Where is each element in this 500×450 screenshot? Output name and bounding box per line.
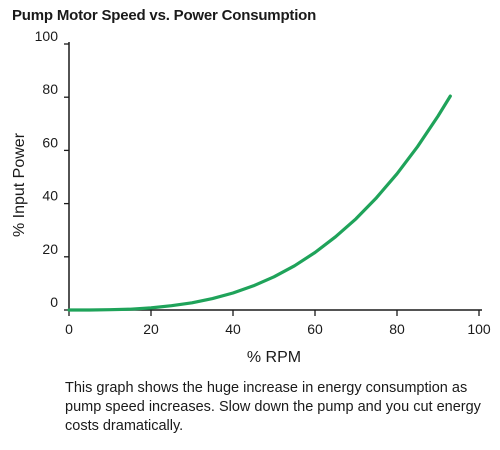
x-tick-label: 0 (65, 321, 73, 337)
x-ticks: 0 20 40 60 80 100 (65, 310, 491, 337)
x-tick-label: 40 (225, 321, 241, 337)
chart-title: Pump Motor Speed vs. Power Consumption (12, 7, 317, 24)
y-tick-label: 80 (42, 81, 58, 97)
y-tick-label: 40 (42, 188, 58, 204)
axes (68, 42, 482, 311)
x-tick-label: 60 (307, 321, 323, 337)
x-axis-title: % RPM (247, 349, 301, 366)
series (67, 94, 452, 312)
x-tick-label: 20 (143, 321, 159, 337)
x-tick-label: 100 (467, 321, 491, 337)
caption: This graph shows the huge increase in en… (65, 380, 481, 434)
y-axis-title: % Input Power (11, 132, 28, 237)
x-tick-label: 80 (389, 321, 405, 337)
series-line-0 (67, 94, 452, 312)
chart-svg: 0 20 40 60 80 100 0 20 40 60 80 100 % RPM % Input … (11, 28, 491, 366)
y-tick-label: 20 (42, 241, 58, 257)
y-tick-label: 60 (42, 134, 58, 150)
y-ticks: 0 20 40 60 80 100 (35, 28, 69, 311)
y-tick-label: 100 (35, 28, 59, 44)
y-tick-label: 0 (50, 294, 58, 310)
